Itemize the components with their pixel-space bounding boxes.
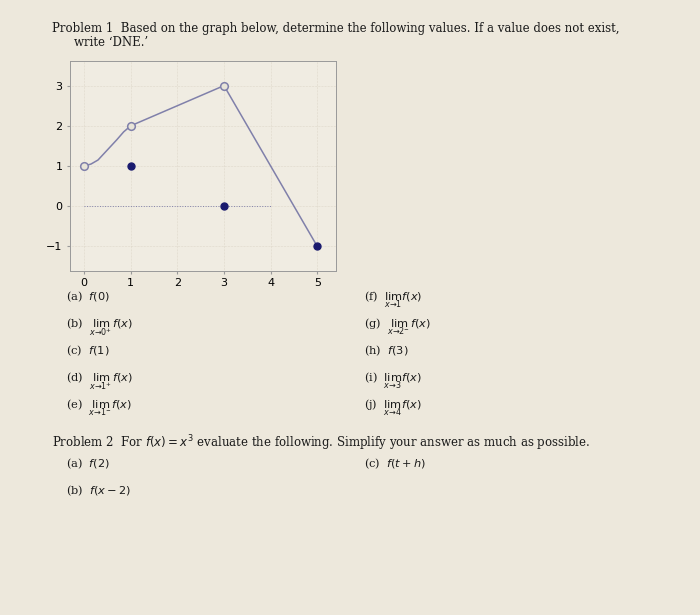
Text: (h)  $f(3)$: (h) $f(3)$ <box>364 343 409 358</box>
Text: (j)  $\lim_{x\to 4} f(x)$: (j) $\lim_{x\to 4} f(x)$ <box>364 397 421 418</box>
Text: (b)  $f(x-2)$: (b) $f(x-2)$ <box>66 483 132 498</box>
Text: (e)  $\lim_{x\to 1^-} f(x)$: (e) $\lim_{x\to 1^-} f(x)$ <box>66 397 133 418</box>
Text: (a)  $f(0)$: (a) $f(0)$ <box>66 289 111 304</box>
Text: Problem 2  For $f(x) = x^3$ evaluate the following. Simplify your answer as much: Problem 2 For $f(x) = x^3$ evaluate the … <box>52 434 591 453</box>
Text: (d)  $\lim_{x\to 1^+} f(x)$: (d) $\lim_{x\to 1^+} f(x)$ <box>66 370 133 392</box>
Text: (a)  $f(2)$: (a) $f(2)$ <box>66 456 111 471</box>
Text: write ‘DNE.’: write ‘DNE.’ <box>74 36 148 49</box>
Text: (b)  $\lim_{x\to 0^+} f(x)$: (b) $\lim_{x\to 0^+} f(x)$ <box>66 316 133 338</box>
Text: Problem 1  Based on the graph below, determine the following values. If a value : Problem 1 Based on the graph below, dete… <box>52 22 620 34</box>
Text: (c)  $f(t+h)$: (c) $f(t+h)$ <box>364 456 426 471</box>
Text: (f)  $\lim_{x\to 1} f(x)$: (f) $\lim_{x\to 1} f(x)$ <box>364 289 422 310</box>
Text: (i)  $\lim_{x\to 3} f(x)$: (i) $\lim_{x\to 3} f(x)$ <box>364 370 422 391</box>
Text: (c)  $f(1)$: (c) $f(1)$ <box>66 343 110 358</box>
Text: (g)  $\lim_{x\to 2^-} f(x)$: (g) $\lim_{x\to 2^-} f(x)$ <box>364 316 430 337</box>
